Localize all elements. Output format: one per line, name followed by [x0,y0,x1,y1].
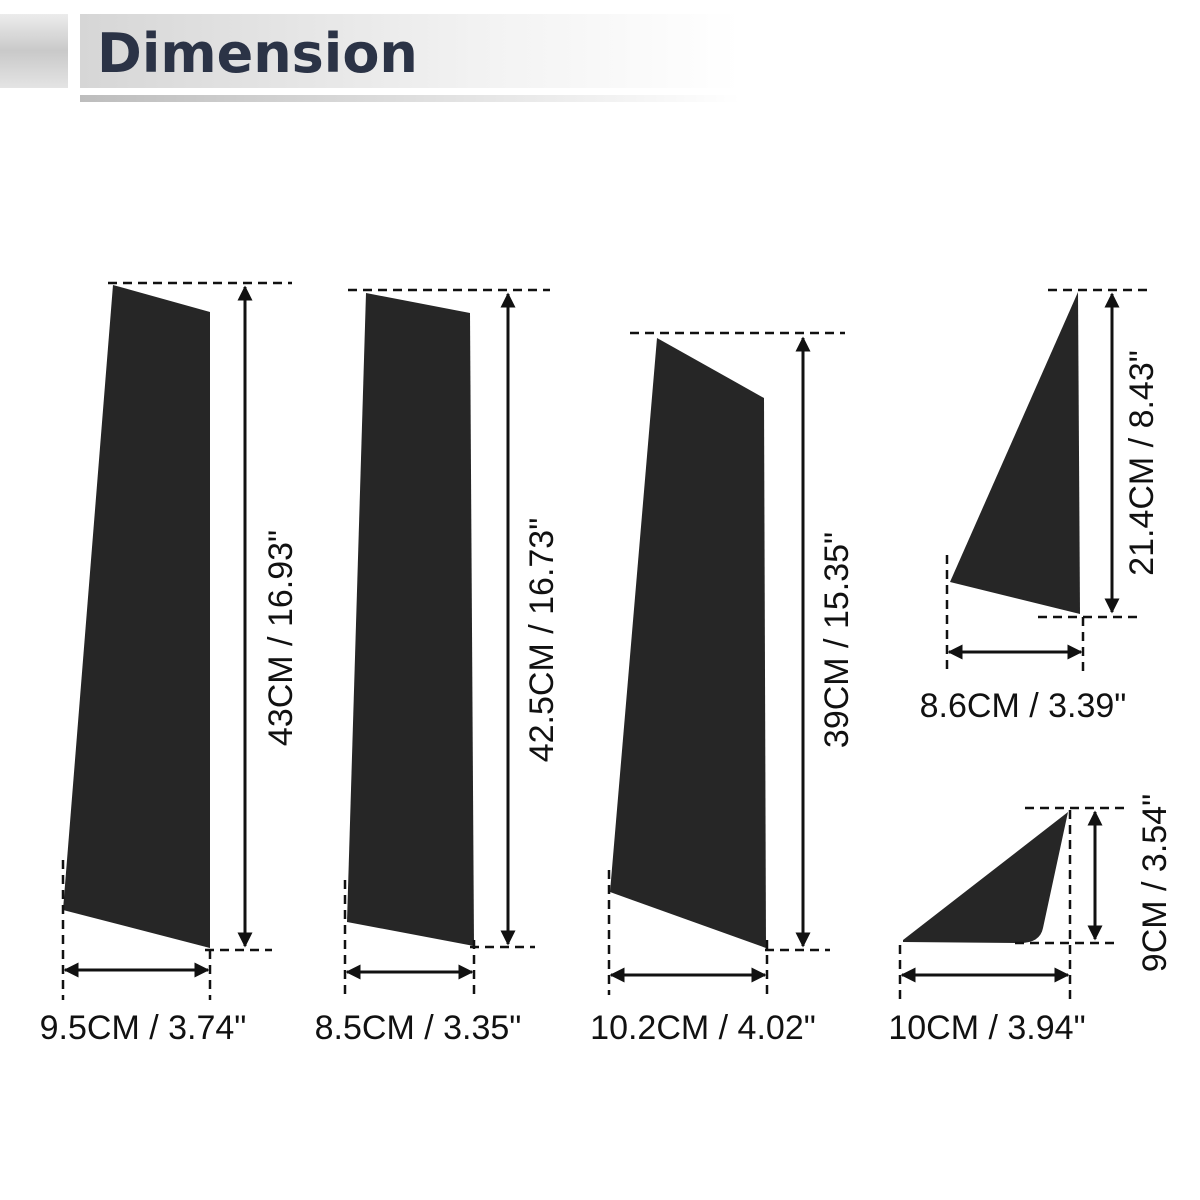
piece: 21.4CM / 8.43" 8.6CM / 3.39" [920,288,1161,725]
piece: 43CM / 16.93" 9.5CM / 3.74" [40,281,300,1047]
width-label: 10CM / 3.94" [888,1009,1085,1047]
piece-shape [903,812,1068,943]
height-label: 39CM / 15.35" [818,532,856,748]
header-title: Dimension [97,22,418,85]
header-bar [80,14,740,88]
header: Dimension [0,14,740,102]
piece: 9CM / 3.54" 10CM / 3.94" [888,794,1174,1047]
height-label: 42.5CM / 16.73" [523,518,561,763]
height-label: 9CM / 3.54" [1136,794,1174,972]
width-label: 8.5CM / 3.35" [315,1009,522,1047]
header-underline [80,95,740,102]
piece-shape [610,338,766,948]
width-label: 10.2CM / 4.02" [590,1009,816,1047]
piece-shape [347,293,474,946]
height-label: 43CM / 16.93" [262,530,300,746]
piece-shape [950,292,1080,614]
width-label: 8.6CM / 3.39" [920,687,1127,725]
header-side-block [0,14,68,88]
width-label: 9.5CM / 3.74" [40,1009,247,1047]
piece: 42.5CM / 16.73" 8.5CM / 3.35" [315,288,561,1047]
piece: 39CM / 15.35" 10.2CM / 4.02" [590,331,856,1047]
height-label: 21.4CM / 8.43" [1123,350,1161,576]
piece-shape [63,285,210,948]
